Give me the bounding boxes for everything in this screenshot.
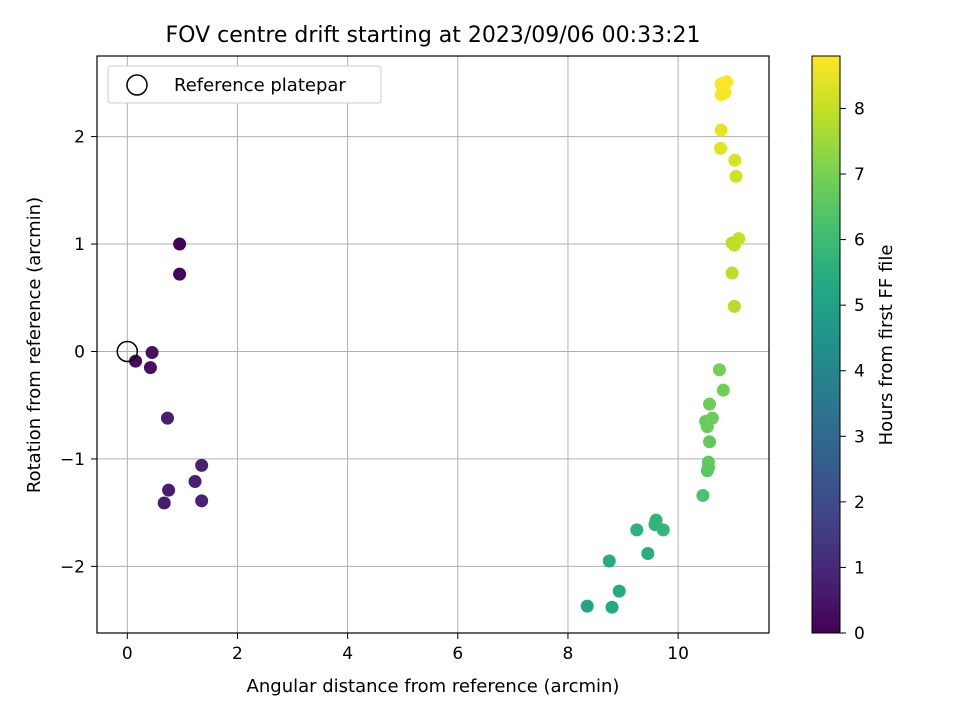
- colorbar-tick-label: 7: [854, 165, 865, 185]
- colorbar-tick-label: 3: [854, 427, 865, 447]
- x-axis-label: Angular distance from reference (arcmin): [247, 676, 620, 697]
- data-point: [580, 599, 594, 613]
- y-tick-label: 0: [74, 342, 85, 362]
- data-point: [173, 237, 187, 251]
- x-tick-label: 8: [563, 644, 574, 664]
- legend-box: [107, 65, 382, 104]
- legend-entry-reference: Reference platepar: [174, 75, 346, 96]
- grid-lines: [97, 56, 769, 633]
- y-tick-label: 1: [74, 235, 85, 255]
- colorbar: 0 1 2 3 4 5 6 7 8 Hours from first FF file: [811, 55, 897, 644]
- x-tick-label: 10: [667, 644, 689, 664]
- data-point: [157, 496, 171, 510]
- x-tick-label: 2: [232, 644, 243, 664]
- data-point: [612, 584, 626, 598]
- colorbar-tick-label: 0: [854, 624, 865, 644]
- colorbar-tick-label: 5: [854, 296, 865, 316]
- legend-reference-marker: [126, 74, 148, 96]
- data-point: [195, 458, 209, 472]
- x-tick-label: 0: [122, 644, 133, 664]
- colorbar-label: Hours from first FF file: [876, 245, 897, 446]
- colorbar-tick-label: 2: [854, 493, 865, 513]
- colorbar-ticks: 0 1 2 3 4 5 6 7 8: [840, 99, 865, 644]
- data-point: [703, 397, 717, 411]
- data-point: [716, 383, 730, 397]
- data-point: [725, 266, 739, 280]
- x-tick-label: 4: [342, 644, 353, 664]
- data-point: [705, 411, 719, 425]
- data-point: [605, 600, 619, 614]
- colorbar-gradient: [811, 55, 841, 634]
- data-point: [188, 474, 202, 488]
- data-point: [161, 411, 175, 425]
- data-points: [129, 75, 746, 614]
- data-point: [714, 141, 728, 155]
- x-axis-ticks: 0 2 4 6 8 10: [122, 633, 689, 664]
- data-point: [602, 554, 616, 568]
- y-tick-label: −1: [60, 450, 85, 470]
- reference-marker-layer: [116, 340, 139, 363]
- y-tick-label: 2: [74, 128, 85, 148]
- colorbar-tick-label: 4: [854, 362, 865, 382]
- y-axis-ticks: −2 −1 0 1 2: [60, 128, 97, 577]
- data-point: [712, 363, 726, 377]
- data-point: [727, 299, 741, 313]
- data-point: [195, 494, 209, 508]
- data-point: [162, 483, 176, 497]
- y-axis-label: Rotation from reference (arcmin): [24, 197, 45, 493]
- colorbar-tick-label: 6: [854, 231, 865, 251]
- colorbar-tick-label: 8: [854, 99, 865, 119]
- data-point: [729, 169, 743, 183]
- data-point: [701, 455, 715, 469]
- data-point: [656, 523, 670, 537]
- colorbar-tick-label: 1: [854, 558, 865, 578]
- data-point: [720, 75, 734, 89]
- legend: Reference platepar: [107, 65, 382, 104]
- data-point: [173, 267, 187, 281]
- reference-platepar-marker: [116, 340, 139, 363]
- data-point: [703, 435, 717, 449]
- data-point: [696, 488, 710, 502]
- x-tick-label: 6: [452, 644, 463, 664]
- data-point: [630, 523, 644, 537]
- y-tick-label: −2: [60, 557, 85, 577]
- data-point: [728, 153, 742, 167]
- data-point: [129, 354, 143, 368]
- data-point: [143, 361, 157, 375]
- data-point: [714, 123, 728, 137]
- data-point: [641, 546, 655, 560]
- plot-frame: [96, 55, 770, 634]
- data-point: [732, 232, 746, 246]
- chart-title: FOV centre drift starting at 2023/09/06 …: [166, 23, 701, 48]
- data-point: [145, 346, 159, 360]
